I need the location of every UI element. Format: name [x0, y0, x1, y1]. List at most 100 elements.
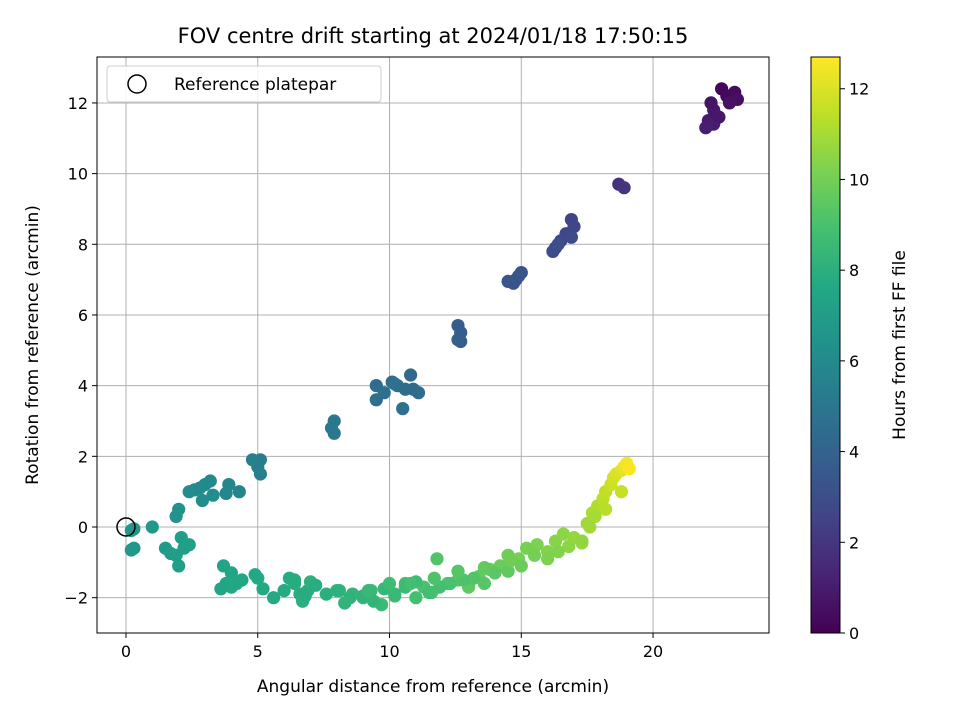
- data-point: [327, 426, 341, 440]
- data-point: [277, 584, 291, 598]
- legend-label: Reference platepar: [174, 75, 336, 95]
- data-point: [298, 589, 312, 603]
- data-point: [575, 534, 589, 548]
- data-point: [527, 548, 542, 562]
- data-point: [614, 485, 629, 499]
- y-tick-label: 12: [68, 94, 88, 113]
- data-points: [124, 82, 745, 612]
- chart-title: FOV centre drift starting at 2024/01/18 …: [178, 24, 689, 48]
- x-tick-label: 5: [253, 642, 263, 661]
- data-point: [398, 382, 412, 396]
- colorbar-tick-label: 12: [849, 80, 869, 99]
- colorbar-tick-label: 10: [849, 170, 869, 189]
- y-axis-label: Rotation from reference (arcmin): [23, 205, 43, 485]
- data-point: [367, 594, 381, 608]
- data-point: [488, 566, 502, 580]
- data-point: [556, 527, 571, 541]
- legend-box: [106, 65, 382, 103]
- data-point: [377, 386, 391, 400]
- data-point: [712, 110, 726, 124]
- y-tick-label: 2: [78, 447, 88, 466]
- data-point: [704, 96, 718, 110]
- data-point: [514, 559, 528, 573]
- data-point: [338, 596, 352, 610]
- data-point: [504, 554, 518, 568]
- data-point: [396, 402, 410, 416]
- data-point: [224, 566, 238, 580]
- data-point: [451, 564, 465, 578]
- data-point: [409, 591, 423, 605]
- y-tick-label: 4: [78, 377, 88, 396]
- colorbar-tick-label: 2: [849, 533, 859, 552]
- y-tick-label: 10: [68, 165, 88, 184]
- x-tick-label: 20: [643, 642, 663, 661]
- data-point: [477, 561, 491, 575]
- data-point: [404, 368, 418, 382]
- data-point: [722, 96, 737, 110]
- colorbar-ticks: 0 2 4 6 8 10 12: [840, 80, 869, 643]
- data-point: [177, 541, 191, 555]
- y-tick-label: 8: [78, 235, 88, 254]
- data-point: [232, 485, 246, 499]
- data-point: [599, 502, 613, 516]
- data-point: [145, 520, 159, 534]
- legend: Reference platepar: [106, 65, 382, 103]
- x-tick-label: 0: [121, 642, 131, 661]
- data-point: [617, 181, 631, 195]
- data-point: [224, 580, 238, 594]
- data-point: [551, 545, 565, 559]
- legend-marker-hollow-circle: [127, 74, 147, 94]
- data-point: [501, 274, 515, 288]
- data-point: [501, 564, 515, 578]
- data-point: [562, 539, 576, 554]
- data-point: [382, 576, 397, 591]
- x-axis-label: Angular distance from reference (arcmin): [257, 677, 609, 697]
- y-tick-label: 0: [78, 518, 88, 537]
- data-point: [454, 334, 468, 349]
- data-point: [182, 485, 196, 499]
- reference-platepar-marker: [116, 517, 136, 537]
- data-point: [235, 573, 249, 587]
- data-point: [256, 582, 270, 596]
- data-point: [564, 230, 579, 244]
- data-point: [248, 568, 262, 582]
- data-point: [511, 269, 526, 283]
- data-point: [388, 587, 402, 601]
- data-point: [327, 414, 341, 428]
- data-point: [467, 571, 481, 585]
- data-point: [172, 559, 186, 573]
- plot-area: [97, 57, 769, 633]
- data-point: [172, 502, 186, 516]
- y-tick-label: 6: [78, 306, 88, 325]
- data-point: [214, 582, 228, 596]
- data-point: [622, 462, 636, 476]
- data-point: [443, 576, 457, 591]
- data-point: [404, 576, 418, 591]
- data-point: [388, 377, 402, 391]
- data-point: [427, 571, 441, 585]
- data-point: [583, 520, 597, 534]
- colorbar-tick-label: 4: [849, 443, 859, 462]
- colorbar: [810, 56, 841, 634]
- colorbar-tick-label: 6: [849, 352, 859, 371]
- data-point: [411, 386, 426, 400]
- x-tick-label: 10: [379, 642, 399, 661]
- data-point: [530, 538, 544, 552]
- colorbar-tick-label: 0: [849, 624, 859, 643]
- y-axis-ticks: −2 0 2 4 6 8 10 12: [64, 94, 97, 608]
- data-point: [332, 584, 346, 598]
- data-point: [551, 237, 565, 251]
- data-point: [541, 552, 555, 566]
- data-point: [477, 576, 491, 591]
- data-point: [430, 552, 444, 566]
- data-point: [245, 453, 260, 467]
- x-tick-label: 15: [511, 642, 531, 661]
- data-point: [267, 591, 281, 605]
- data-point: [206, 488, 220, 502]
- data-point: [195, 493, 209, 508]
- data-point: [253, 467, 267, 481]
- y-tick-label: −2: [64, 589, 88, 608]
- data-point: [422, 585, 436, 600]
- data-point: [588, 509, 602, 523]
